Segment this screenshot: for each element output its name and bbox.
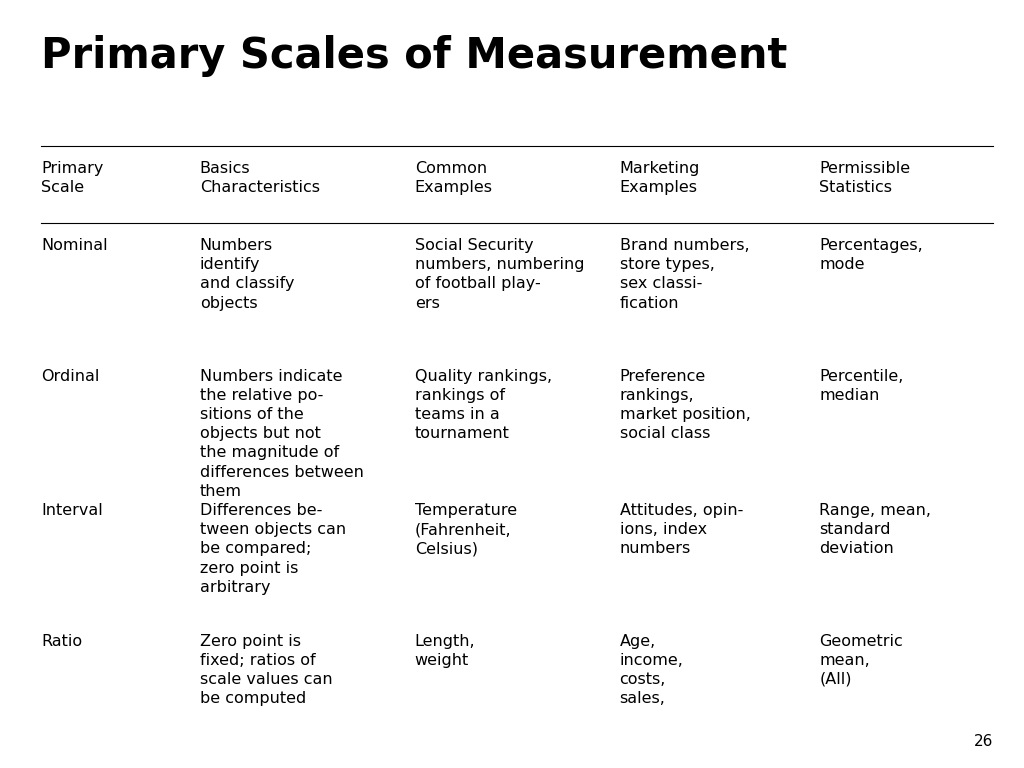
Text: Numbers indicate
the relative po-
sitions of the
objects but not
the magnitude o: Numbers indicate the relative po- sition… [200,369,364,499]
Text: Common
Examples: Common Examples [415,161,493,196]
Text: Temperature
(Fahrenheit,
Celsius): Temperature (Fahrenheit, Celsius) [415,503,517,557]
Text: Primary
Scale: Primary Scale [41,161,103,196]
Text: Marketing
Examples: Marketing Examples [620,161,699,196]
Text: Social Security
numbers, numbering
of football play-
ers: Social Security numbers, numbering of fo… [415,238,585,311]
Text: Differences be-
tween objects can
be compared;
zero point is
arbitrary: Differences be- tween objects can be com… [200,503,346,595]
Text: Geometric
mean,
(All): Geometric mean, (All) [819,634,903,687]
Text: Ratio: Ratio [41,634,82,649]
Text: Preference
rankings,
market position,
social class: Preference rankings, market position, so… [620,369,751,442]
Text: Length,
weight: Length, weight [415,634,475,668]
Text: Ordinal: Ordinal [41,369,99,384]
Text: Attitudes, opin-
ions, index
numbers: Attitudes, opin- ions, index numbers [620,503,742,557]
Text: 26: 26 [974,733,993,749]
Text: Interval: Interval [41,503,102,518]
Text: Brand numbers,
store types,
sex classi-
fication: Brand numbers, store types, sex classi- … [620,238,750,311]
Text: Range, mean,
standard
deviation: Range, mean, standard deviation [819,503,931,557]
Text: Quality rankings,
rankings of
teams in a
tournament: Quality rankings, rankings of teams in a… [415,369,552,442]
Text: Percentages,
mode: Percentages, mode [819,238,923,273]
Text: Permissible
Statistics: Permissible Statistics [819,161,910,196]
Text: Primary Scales of Measurement: Primary Scales of Measurement [41,35,787,77]
Text: Zero point is
fixed; ratios of
scale values can
be computed: Zero point is fixed; ratios of scale val… [200,634,333,707]
Text: Nominal: Nominal [41,238,108,253]
Text: Age,
income,
costs,
sales,: Age, income, costs, sales, [620,634,683,707]
Text: Numbers
identify
and classify
objects: Numbers identify and classify objects [200,238,294,311]
Text: Basics
Characteristics: Basics Characteristics [200,161,319,196]
Text: Percentile,
median: Percentile, median [819,369,903,403]
